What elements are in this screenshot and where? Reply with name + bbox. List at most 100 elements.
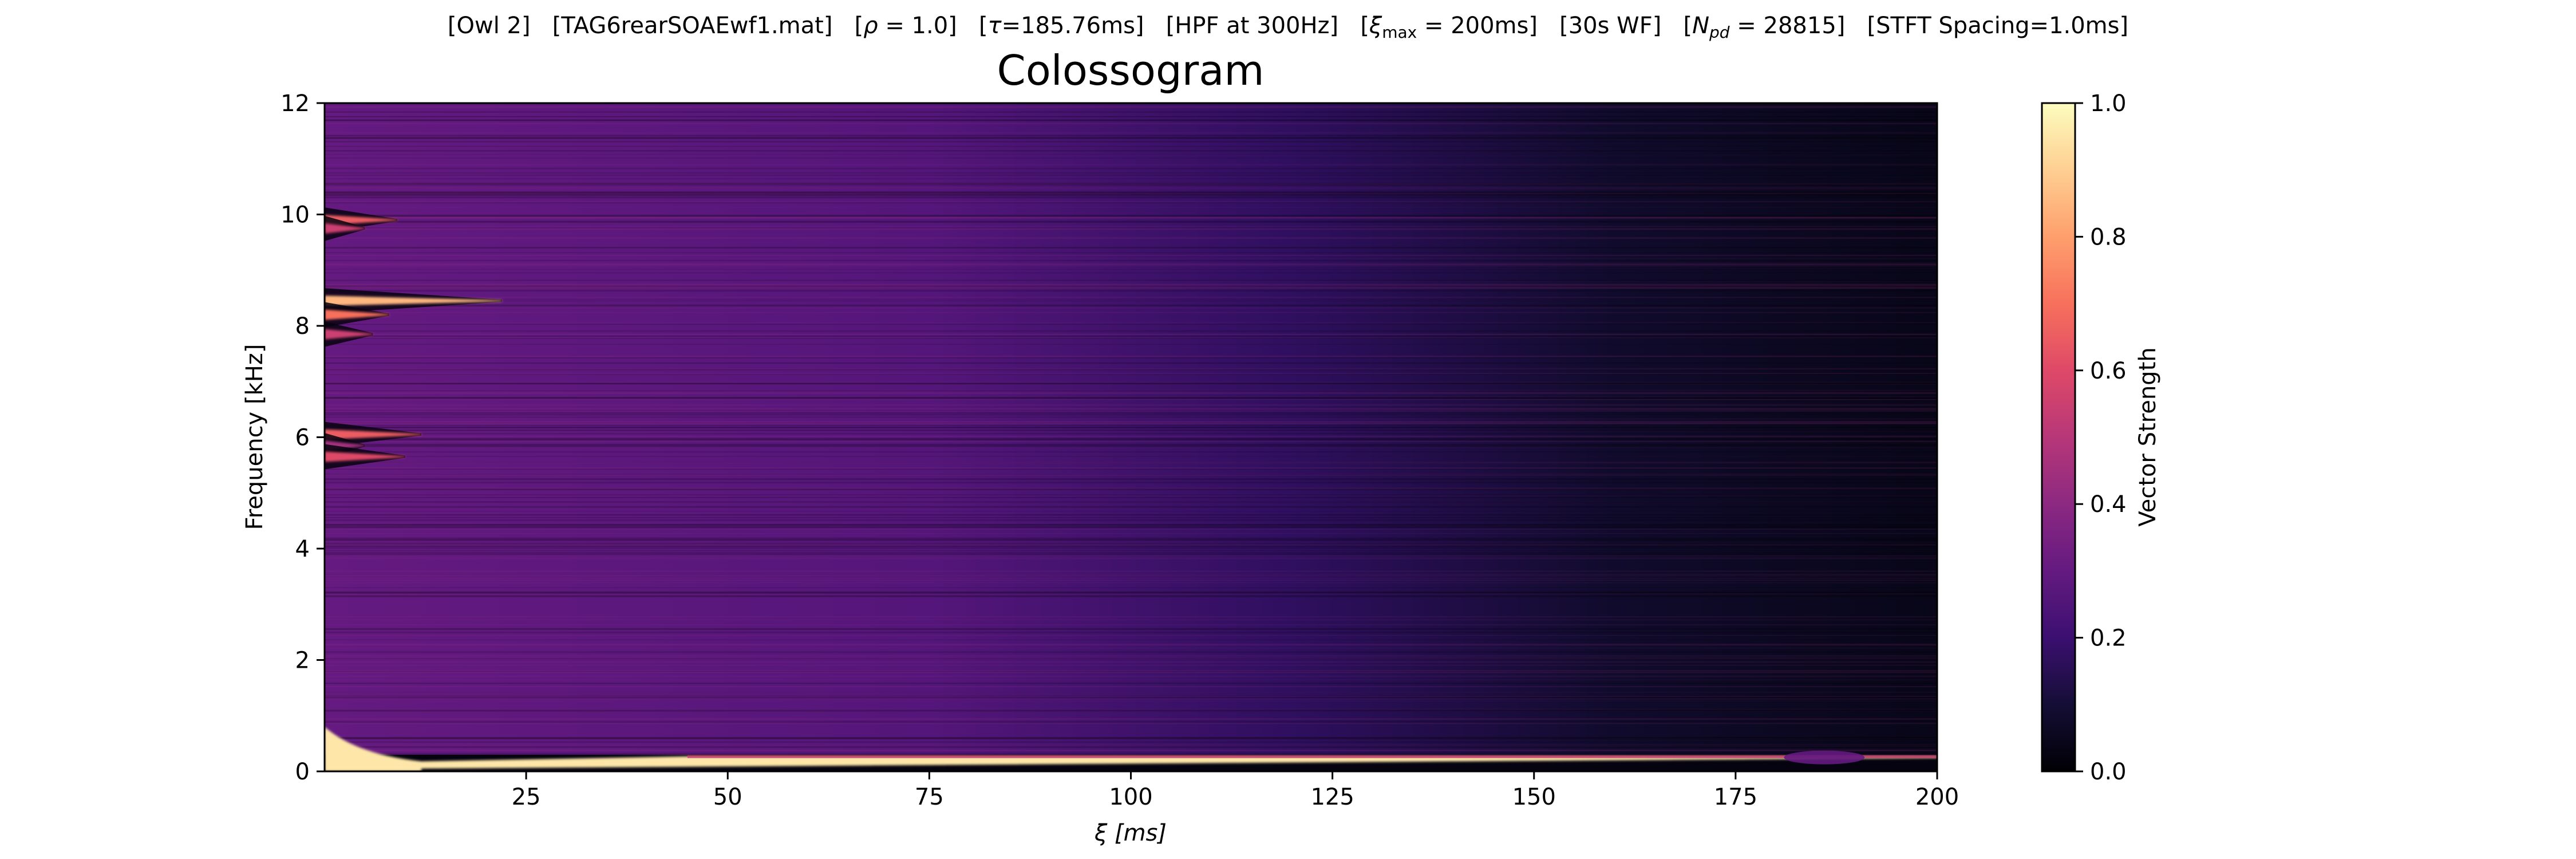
heatmap-streak xyxy=(325,287,1937,289)
heatmap-streak xyxy=(325,408,1937,409)
heatmap-streak xyxy=(325,196,1937,199)
heatmap-streak xyxy=(325,501,1937,503)
spectral-feature xyxy=(325,321,373,347)
heatmap-streak xyxy=(325,105,1937,107)
y-tick-label: 10 xyxy=(280,202,310,228)
heatmap-streak xyxy=(325,259,1937,261)
heatmap-streak xyxy=(325,392,1937,395)
header-item: [ρ = 1.0] xyxy=(855,13,957,39)
x-tick-label: 125 xyxy=(1310,784,1354,810)
heatmap-streak xyxy=(325,399,1937,400)
heatmap-streak xyxy=(325,137,1937,139)
heatmap-streak xyxy=(325,421,1937,423)
heatmap-streaks xyxy=(325,103,1937,768)
heatmap-streak xyxy=(325,202,1937,203)
x-tick-label: 50 xyxy=(713,784,742,810)
heatmap-streak xyxy=(325,526,1937,528)
heatmap-streak xyxy=(325,172,1937,174)
header-spacer xyxy=(1338,13,1360,39)
spectral-feature-core xyxy=(325,451,405,462)
heatmap-streak xyxy=(325,191,1937,194)
heatmap-streak xyxy=(325,337,1937,339)
y-tick-label: 8 xyxy=(295,313,310,340)
heatmap-streak xyxy=(325,237,1937,238)
heatmap-streak xyxy=(325,416,1937,418)
heatmap-streak xyxy=(325,523,1937,526)
heatmap-streak xyxy=(325,444,1937,446)
heatmap-streak xyxy=(325,440,1937,442)
spectral-feature-core xyxy=(325,223,365,234)
x-tick-label: 100 xyxy=(1109,784,1152,810)
heatmap-streak xyxy=(325,192,1937,194)
heatmap-streak xyxy=(325,722,1937,724)
header-item: [Npd = 28815] xyxy=(1684,13,1846,42)
heatmap-streak xyxy=(325,474,1937,475)
heatmap-streak xyxy=(325,283,1937,286)
heatmap-streak xyxy=(325,255,1937,257)
heatmap-streak xyxy=(325,468,1937,470)
heatmap-streak xyxy=(325,153,1937,155)
heatmap-streak xyxy=(325,227,1937,230)
heatmap-streak xyxy=(325,290,1937,292)
heatmap-streak xyxy=(325,462,1937,463)
heatmap-streak xyxy=(325,721,1937,723)
heatmap-streak xyxy=(325,439,1937,441)
colorbar xyxy=(2041,102,2076,773)
spectral-feature xyxy=(325,302,389,328)
header-item: [HPF at 300Hz] xyxy=(1166,13,1338,39)
header-spacer xyxy=(531,13,552,39)
heatmap-streak xyxy=(325,322,1937,323)
heatmap-streak xyxy=(325,397,1937,400)
y-tick-label: 12 xyxy=(280,90,310,117)
spectral-feature xyxy=(325,288,502,314)
heatmap-streak xyxy=(325,529,1937,530)
heatmap-streak xyxy=(325,188,1937,190)
heatmap-streak xyxy=(325,330,1937,332)
heatmap-streak xyxy=(325,478,1937,480)
heatmap-streak xyxy=(325,698,1937,700)
heatmap-streak xyxy=(325,369,1937,371)
heatmap-streak xyxy=(325,285,1937,287)
heatmap-streak xyxy=(325,262,1937,264)
heatmap-streak xyxy=(325,537,1937,539)
heatmap-streak xyxy=(325,112,1937,113)
heatmap-streak xyxy=(325,389,1937,392)
heatmap-streak xyxy=(325,119,1937,121)
spectral-feature xyxy=(325,215,365,241)
heatmap-streak xyxy=(325,487,1937,490)
heatmap-streak xyxy=(325,526,1937,529)
heatmap-streak xyxy=(325,123,1937,125)
heatmap-features xyxy=(325,207,1937,771)
heatmap-streak xyxy=(325,418,1937,420)
heatmap-streak xyxy=(325,552,1937,554)
heatmap-streak xyxy=(325,324,1937,325)
heatmap-streak xyxy=(325,285,1937,286)
heatmap-streak xyxy=(325,517,1937,518)
colorbar-tick-label: 0.4 xyxy=(2090,491,2127,518)
heatmap-streak xyxy=(325,425,1937,427)
heatmap-streak xyxy=(325,635,1937,636)
heatmap-streak xyxy=(325,116,1937,117)
heatmap-streak xyxy=(325,595,1937,597)
heatmap-streak xyxy=(325,268,1937,269)
heatmap-streak xyxy=(325,750,1937,751)
header-item: [τ=185.76ms] xyxy=(979,13,1144,39)
heatmap-streak xyxy=(325,574,1937,577)
heatmap-streak xyxy=(325,279,1937,282)
header-spacer xyxy=(1845,13,1867,39)
header-item: [TAG6rearSOAEwf1.mat] xyxy=(552,13,833,39)
heatmap-streak xyxy=(325,336,1937,337)
heatmap-streak xyxy=(325,412,1937,414)
chart-title: Colossogram xyxy=(997,46,1264,94)
heatmap-streak xyxy=(325,543,1937,545)
heatmap-streak xyxy=(325,748,1937,751)
heatmap-streak xyxy=(325,752,1937,755)
heatmap-streak xyxy=(325,399,1937,400)
heatmap-streak xyxy=(325,544,1937,546)
colorbar-tick-label: 0.0 xyxy=(2090,759,2127,785)
heatmap-streak xyxy=(325,396,1937,399)
heatmap-streak xyxy=(325,194,1937,196)
heatmap-streak xyxy=(325,257,1937,260)
x-tick-label: 25 xyxy=(512,784,541,810)
